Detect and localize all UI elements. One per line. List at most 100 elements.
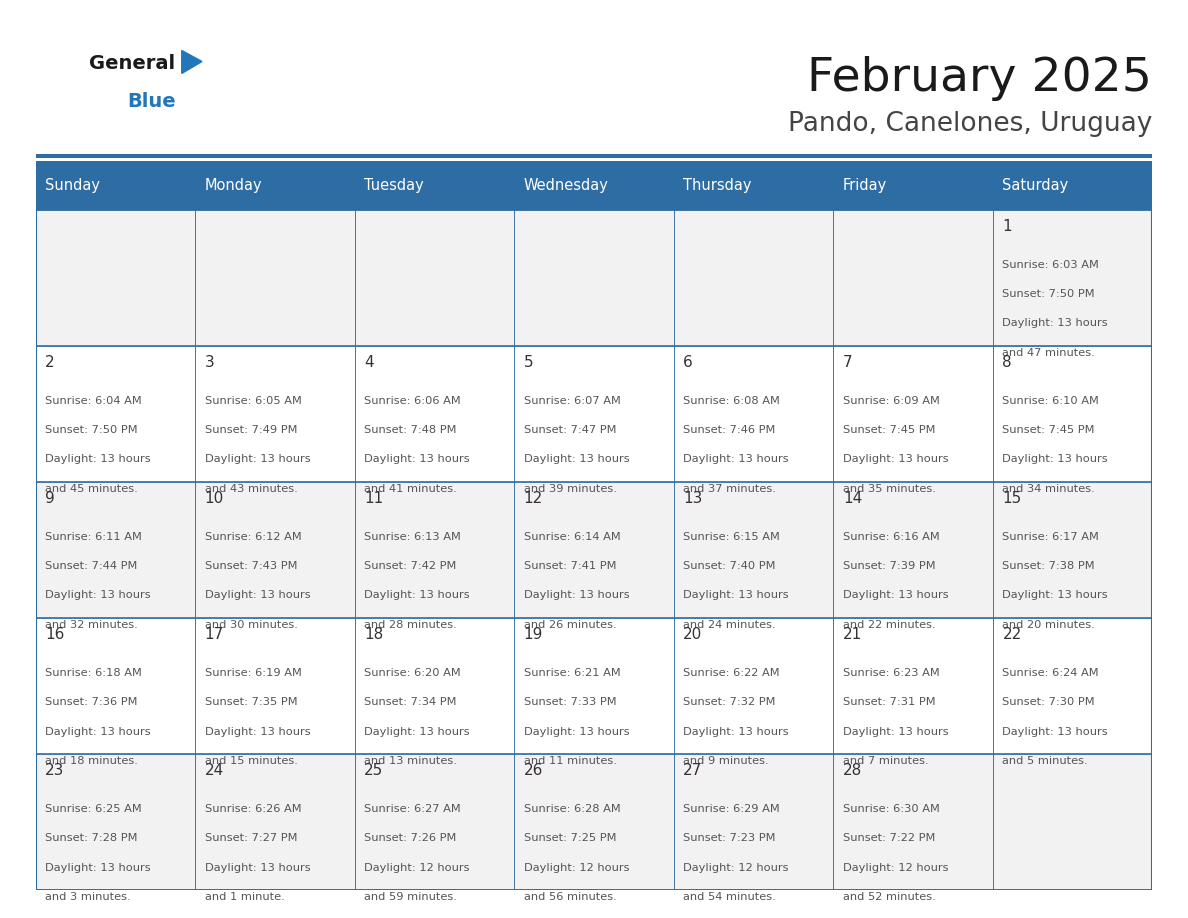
- Text: Daylight: 12 hours: Daylight: 12 hours: [683, 863, 789, 872]
- Text: Sunset: 7:25 PM: Sunset: 7:25 PM: [524, 834, 617, 844]
- Text: 6: 6: [683, 355, 693, 370]
- Text: Sunrise: 6:22 AM: Sunrise: 6:22 AM: [683, 668, 781, 678]
- Text: and 37 minutes.: and 37 minutes.: [683, 484, 776, 494]
- Text: 19: 19: [524, 627, 543, 643]
- Text: Sunset: 7:36 PM: Sunset: 7:36 PM: [45, 698, 138, 707]
- Text: Sunrise: 6:13 AM: Sunrise: 6:13 AM: [365, 532, 461, 542]
- Text: 9: 9: [45, 491, 55, 506]
- Text: Sunrise: 6:16 AM: Sunrise: 6:16 AM: [842, 532, 940, 542]
- Text: Daylight: 13 hours: Daylight: 13 hours: [1003, 454, 1108, 465]
- Text: 11: 11: [365, 491, 384, 506]
- Bar: [355, 619, 514, 755]
- Bar: [674, 210, 833, 346]
- Text: General: General: [89, 54, 175, 73]
- Bar: [514, 482, 674, 619]
- Text: Sunset: 7:41 PM: Sunset: 7:41 PM: [524, 561, 617, 571]
- Text: Thursday: Thursday: [683, 178, 752, 193]
- Text: Sunrise: 6:04 AM: Sunrise: 6:04 AM: [45, 396, 141, 406]
- Text: Daylight: 12 hours: Daylight: 12 hours: [842, 863, 948, 872]
- Text: and 15 minutes.: and 15 minutes.: [204, 756, 298, 766]
- Text: 20: 20: [683, 627, 702, 643]
- Text: Saturday: Saturday: [1003, 178, 1069, 193]
- Text: Sunrise: 6:11 AM: Sunrise: 6:11 AM: [45, 532, 143, 542]
- Text: Sunset: 7:47 PM: Sunset: 7:47 PM: [524, 425, 617, 435]
- Text: Sunrise: 6:21 AM: Sunrise: 6:21 AM: [524, 668, 620, 678]
- Bar: [833, 161, 993, 210]
- Text: Sunset: 7:22 PM: Sunset: 7:22 PM: [842, 834, 935, 844]
- Text: Sunrise: 6:23 AM: Sunrise: 6:23 AM: [842, 668, 940, 678]
- Bar: [993, 346, 1152, 482]
- Text: Daylight: 12 hours: Daylight: 12 hours: [365, 863, 469, 872]
- Bar: [355, 161, 514, 210]
- Text: Daylight: 13 hours: Daylight: 13 hours: [204, 726, 310, 736]
- Text: and 5 minutes.: and 5 minutes.: [1003, 756, 1088, 766]
- Text: 25: 25: [365, 763, 384, 778]
- Text: Pando, Canelones, Uruguay: Pando, Canelones, Uruguay: [788, 111, 1152, 137]
- Text: Sunrise: 6:29 AM: Sunrise: 6:29 AM: [683, 804, 781, 814]
- Text: 10: 10: [204, 491, 225, 506]
- Text: and 54 minutes.: and 54 minutes.: [683, 891, 776, 901]
- Bar: [195, 346, 355, 482]
- Bar: [833, 482, 993, 619]
- Text: and 52 minutes.: and 52 minutes.: [842, 891, 936, 901]
- Text: 22: 22: [1003, 627, 1022, 643]
- Text: Sunrise: 6:15 AM: Sunrise: 6:15 AM: [683, 532, 781, 542]
- Bar: [993, 161, 1152, 210]
- Bar: [195, 210, 355, 346]
- Text: Wednesday: Wednesday: [524, 178, 608, 193]
- Bar: [833, 346, 993, 482]
- Bar: [833, 210, 993, 346]
- Text: and 39 minutes.: and 39 minutes.: [524, 484, 617, 494]
- Text: Sunset: 7:43 PM: Sunset: 7:43 PM: [204, 561, 297, 571]
- Text: and 45 minutes.: and 45 minutes.: [45, 484, 138, 494]
- Bar: [514, 619, 674, 755]
- Text: 3: 3: [204, 355, 215, 370]
- Bar: [36, 161, 195, 210]
- Bar: [674, 482, 833, 619]
- Text: 16: 16: [45, 627, 64, 643]
- Text: 1: 1: [1003, 219, 1012, 234]
- Text: Daylight: 13 hours: Daylight: 13 hours: [683, 726, 789, 736]
- Text: February 2025: February 2025: [808, 55, 1152, 101]
- Text: and 26 minutes.: and 26 minutes.: [524, 620, 617, 630]
- Text: Sunset: 7:31 PM: Sunset: 7:31 PM: [842, 698, 935, 707]
- Text: Daylight: 13 hours: Daylight: 13 hours: [524, 590, 630, 600]
- Bar: [355, 346, 514, 482]
- Bar: [36, 482, 195, 619]
- Text: Daylight: 13 hours: Daylight: 13 hours: [683, 590, 789, 600]
- Text: Sunset: 7:39 PM: Sunset: 7:39 PM: [842, 561, 935, 571]
- Text: and 11 minutes.: and 11 minutes.: [524, 756, 617, 766]
- Text: and 13 minutes.: and 13 minutes.: [365, 756, 457, 766]
- Text: Sunset: 7:34 PM: Sunset: 7:34 PM: [365, 698, 456, 707]
- Text: 18: 18: [365, 627, 384, 643]
- Text: Sunset: 7:50 PM: Sunset: 7:50 PM: [1003, 289, 1095, 299]
- Bar: [993, 482, 1152, 619]
- Text: and 9 minutes.: and 9 minutes.: [683, 756, 769, 766]
- Text: Sunrise: 6:05 AM: Sunrise: 6:05 AM: [204, 396, 302, 406]
- Text: 7: 7: [842, 355, 853, 370]
- Bar: [36, 210, 195, 346]
- Text: and 34 minutes.: and 34 minutes.: [1003, 484, 1095, 494]
- Bar: [674, 755, 833, 890]
- Text: Sunrise: 6:17 AM: Sunrise: 6:17 AM: [1003, 532, 1099, 542]
- Bar: [833, 619, 993, 755]
- Text: Sunrise: 6:09 AM: Sunrise: 6:09 AM: [842, 396, 940, 406]
- Text: and 18 minutes.: and 18 minutes.: [45, 756, 138, 766]
- Text: Sunset: 7:45 PM: Sunset: 7:45 PM: [842, 425, 935, 435]
- Text: and 22 minutes.: and 22 minutes.: [842, 620, 935, 630]
- Bar: [514, 161, 674, 210]
- Text: and 1 minute.: and 1 minute.: [204, 891, 284, 901]
- Text: 17: 17: [204, 627, 225, 643]
- Text: Daylight: 13 hours: Daylight: 13 hours: [45, 590, 151, 600]
- Text: Daylight: 13 hours: Daylight: 13 hours: [524, 726, 630, 736]
- Bar: [833, 755, 993, 890]
- Text: 14: 14: [842, 491, 862, 506]
- Text: and 56 minutes.: and 56 minutes.: [524, 891, 617, 901]
- Text: Daylight: 13 hours: Daylight: 13 hours: [45, 863, 151, 872]
- Text: Daylight: 13 hours: Daylight: 13 hours: [45, 726, 151, 736]
- Text: 2: 2: [45, 355, 55, 370]
- Text: and 35 minutes.: and 35 minutes.: [842, 484, 936, 494]
- Text: 15: 15: [1003, 491, 1022, 506]
- Text: Sunset: 7:40 PM: Sunset: 7:40 PM: [683, 561, 776, 571]
- Text: Sunrise: 6:08 AM: Sunrise: 6:08 AM: [683, 396, 781, 406]
